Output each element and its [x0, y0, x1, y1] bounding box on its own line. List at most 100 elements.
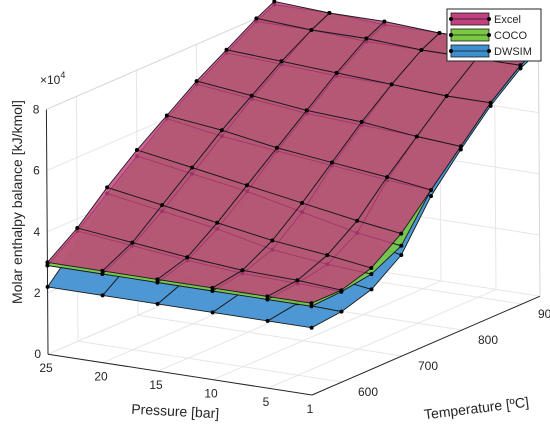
legend-entry-excel: Excel: [449, 12, 521, 26]
x-tick-label: 25: [39, 361, 53, 375]
legend-marker: [449, 33, 453, 37]
data-point: [164, 113, 169, 118]
data-point: [155, 301, 160, 306]
data-point: [100, 268, 105, 273]
x-tick-label: 10: [204, 387, 218, 401]
data-point: [419, 48, 424, 52]
data-point: [369, 287, 374, 292]
data-point: [309, 325, 314, 330]
data-point: [364, 36, 369, 41]
data-point: [160, 203, 165, 208]
data-point: [339, 309, 344, 314]
y-tick-label: 700: [418, 359, 438, 373]
data-point: [215, 220, 220, 225]
data-point: [210, 310, 215, 315]
z-exponent: ×104: [40, 70, 65, 87]
data-point: [279, 59, 284, 64]
legend-label: DWSIM: [494, 46, 532, 58]
data-point: [329, 160, 334, 165]
legend-entry-dwsim: DWSIM: [449, 44, 532, 58]
data-point: [265, 294, 270, 299]
data-point: [274, 145, 279, 150]
data-point: [309, 28, 314, 32]
legend-marker: [449, 17, 453, 21]
data-point: [355, 218, 360, 223]
z-exponent-base: ×10: [40, 73, 61, 87]
data-point: [265, 318, 270, 323]
z-tick-label: 8: [33, 102, 40, 116]
z-tick-label: 6: [33, 164, 40, 178]
data-point: [399, 253, 404, 257]
data-point: [327, 11, 332, 15]
data-point: [45, 260, 50, 265]
data-point: [45, 284, 50, 289]
x-tick-label: 20: [94, 370, 108, 384]
data-point: [210, 289, 215, 293]
data-point: [130, 240, 135, 245]
data-point: [309, 304, 314, 309]
data-point: [254, 16, 259, 21]
tick-labels: 0 2 4 6 8 25 20 15 10 5 1 600 700 800 900: [33, 102, 550, 416]
z-exponent-power: 4: [60, 70, 65, 80]
data-point: [518, 66, 523, 71]
data-point: [295, 278, 300, 283]
data-point: [100, 272, 105, 276]
z-tick-label: 4: [34, 225, 41, 239]
data-point: [304, 108, 309, 113]
data-point: [369, 272, 374, 277]
y-axis-line: [311, 295, 541, 396]
data-point: [429, 194, 433, 199]
data-point: [272, 0, 277, 4]
data-point: [190, 165, 194, 170]
data-point: [75, 226, 80, 230]
legend-marker: [449, 49, 453, 53]
data-point: [339, 288, 344, 293]
data-point: [224, 47, 229, 52]
x-axis-line: [47, 353, 313, 396]
floor-grid-line: [77, 340, 343, 383]
floor-grid-line: [267, 288, 497, 389]
x-tick-label: 15: [149, 378, 163, 392]
data-point: [210, 285, 215, 290]
y-tick-label: 600: [358, 385, 378, 399]
box-edge: [46, 10, 275, 110]
data-point: [444, 94, 449, 98]
data-point: [45, 263, 50, 268]
legend: Excel COCO DWSIM: [446, 8, 542, 62]
data-point: [334, 70, 339, 75]
x-tick-label: 5: [263, 395, 270, 409]
z-tick-label: 2: [34, 286, 41, 300]
data-point: [134, 148, 139, 152]
legend-items: Excel COCO DWSIM: [449, 12, 532, 58]
data-point: [265, 297, 270, 302]
z-tick-label: 0: [34, 347, 41, 361]
data-point: [488, 100, 493, 105]
data-point: [155, 280, 160, 285]
legend-entry-coco: COCO: [449, 28, 527, 42]
z-axis-label: Molar enthalpy balance [kJ/kmol]: [9, 100, 25, 304]
data-point: [429, 188, 433, 192]
data-point: [414, 134, 419, 139]
data-point: [249, 93, 254, 98]
y-axis-label: Temperature [ºC]: [423, 394, 530, 423]
data-point: [100, 293, 105, 298]
y-tick-label: 900: [538, 307, 550, 321]
data-point: [369, 266, 374, 270]
data-point: [185, 255, 190, 260]
surface-excel: [45, 0, 541, 306]
data-point: [245, 183, 249, 188]
x-tick-label: 1: [307, 402, 314, 416]
data-point: [309, 301, 314, 306]
data-point: [359, 119, 364, 124]
data-point: [399, 243, 404, 248]
data-point: [300, 201, 305, 205]
legend-marker: [487, 33, 491, 37]
data-point: [105, 185, 110, 190]
x-axis-label: Pressure [bar]: [131, 401, 220, 422]
legend-marker: [487, 17, 491, 21]
data-point: [458, 144, 463, 149]
data-point: [437, 31, 442, 35]
data-point: [389, 82, 394, 87]
data-point: [382, 19, 387, 24]
floor-grid-line: [212, 280, 442, 381]
